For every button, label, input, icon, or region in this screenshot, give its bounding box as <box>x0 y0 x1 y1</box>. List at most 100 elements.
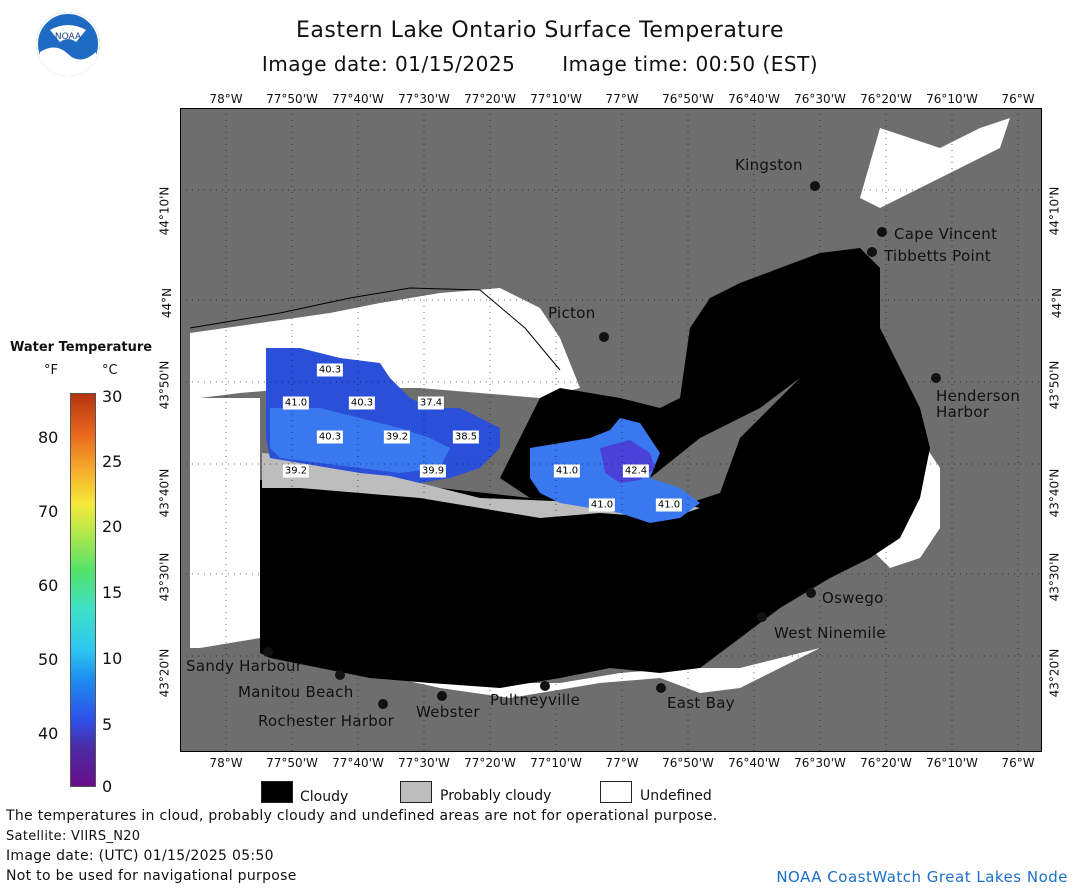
lon-tick-bottom: 77°W <box>605 756 639 770</box>
map-canvas <box>180 108 1042 752</box>
note-utc-date: Image date: (UTC) 01/15/2025 05:50 <box>6 848 274 864</box>
lon-tick-top: 77°30'W <box>398 92 450 106</box>
lat-tick-left: 44°N <box>160 287 175 319</box>
noaa-logo: NOAA <box>36 12 100 76</box>
lon-tick-top: 78°W <box>209 92 243 106</box>
place-rochester: Rochester Harbor <box>258 712 395 730</box>
undefined-area-ne <box>860 118 1010 208</box>
rochester-marker <box>378 699 388 709</box>
lon-tick-bottom: 76°40'W <box>728 756 780 770</box>
legend-title: Water Temperature <box>10 340 153 355</box>
temp-label: 39.2 <box>282 464 310 478</box>
lon-tick-bottom: 76°20'W <box>860 756 912 770</box>
lon-tick-top: 76°20'W <box>860 92 912 106</box>
henderson-marker <box>931 373 941 383</box>
undefined-area-west <box>190 398 260 648</box>
place-webster: Webster <box>416 703 480 721</box>
lon-tick-bottom: 76°30'W <box>794 756 846 770</box>
tibbetts-marker <box>867 247 877 257</box>
place-manitou: Manitou Beach <box>238 683 354 701</box>
legend-unit-c: °C <box>102 363 118 378</box>
lat-tick-right: 43°20'N <box>1047 648 1062 698</box>
lon-tick-top: 77°W <box>605 92 639 106</box>
c-tick: 10 <box>102 649 123 668</box>
place-henderson-harbor: Harbor <box>936 403 990 421</box>
temp-label: 41.0 <box>588 498 616 512</box>
place-picton: Picton <box>548 304 596 322</box>
lat-tick-right: 43°40'N <box>1047 468 1062 518</box>
place-tibbetts: Tibbetts Point <box>884 247 991 265</box>
lon-tick-bottom: 77°50'W <box>266 756 318 770</box>
lon-tick-top: 77°10'W <box>530 92 582 106</box>
lon-tick-bottom: 77°20'W <box>464 756 516 770</box>
lon-tick-bottom: 76°50'W <box>662 756 714 770</box>
undefined-label: Undefined <box>640 788 712 804</box>
legend-unit-f: °F <box>44 363 58 378</box>
lon-tick-top: 76°10'W <box>926 92 978 106</box>
probably-cloudy-label: Probably cloudy <box>440 788 552 804</box>
lon-tick-bottom: 77°40'W <box>332 756 384 770</box>
place-oswego: Oswego <box>822 589 884 607</box>
lon-tick-bottom: 76°10'W <box>926 756 978 770</box>
c-tick: 30 <box>102 387 123 406</box>
lon-tick-top: 76°40'W <box>728 92 780 106</box>
cloudy-label: Cloudy <box>300 789 349 805</box>
place-sandy-harbour: Sandy Harbour <box>186 657 303 675</box>
lat-tick-left: 43°20'N <box>157 648 172 698</box>
f-tick: 70 <box>38 502 59 521</box>
place-cape-vincent: Cape Vincent <box>894 225 998 243</box>
oswego-marker <box>806 588 816 598</box>
temperature-colorbar <box>70 393 96 787</box>
lon-tick-bottom: 76°W <box>1001 756 1035 770</box>
lat-tick-right: 43°30'N <box>1047 552 1062 602</box>
f-tick: 80 <box>38 428 59 447</box>
temp-label: 40.3 <box>348 396 376 410</box>
c-tick: 5 <box>102 715 113 734</box>
lon-tick-top: 77°50'W <box>266 92 318 106</box>
lat-tick-right: 44°10'N <box>1047 186 1062 236</box>
lon-tick-top: 76°30'W <box>794 92 846 106</box>
f-tick: 50 <box>38 650 59 669</box>
lon-tick-top: 76°50'W <box>662 92 714 106</box>
picton-marker <box>599 332 609 342</box>
manitou-marker <box>335 670 345 680</box>
lon-tick-top: 77°20'W <box>464 92 516 106</box>
svg-text:NOAA: NOAA <box>55 32 82 42</box>
image-time: Image time: 00:50 (EST) <box>562 52 819 76</box>
place-henderson: Henderson <box>936 387 1021 405</box>
lat-tick-left: 43°40'N <box>157 468 172 518</box>
temp-label: 38.5 <box>452 430 480 444</box>
temp-label: 42.4 <box>622 464 650 478</box>
note-operational: The temperatures in cloud, probably clou… <box>6 808 718 824</box>
f-tick: 60 <box>38 576 59 595</box>
credit-label: NOAA CoastWatch Great Lakes Node <box>776 868 1068 886</box>
temp-label: 41.0 <box>553 464 581 478</box>
temp-label: 41.0 <box>282 396 310 410</box>
image-date-time: Image date: 01/15/2025 Image time: 00:50… <box>0 52 1080 76</box>
probably-cloudy-swatch <box>400 781 432 803</box>
webster-marker <box>437 691 447 701</box>
pultneyville-marker <box>540 681 550 691</box>
cape-vincent-marker <box>877 227 887 237</box>
kingston-marker <box>810 181 820 191</box>
east-bay-marker <box>656 683 666 693</box>
temp-label: 39.9 <box>419 464 447 478</box>
place-west-ninemile: West Ninemile <box>774 624 886 642</box>
temp-label: 37.4 <box>417 396 445 410</box>
place-pultneyville: Pultneyville <box>490 691 581 709</box>
map-title: Eastern Lake Ontario Surface Temperature <box>296 18 784 43</box>
c-tick: 20 <box>102 517 123 536</box>
note-navigation: Not to be used for navigational purpose <box>6 868 297 884</box>
cloudy-swatch <box>261 781 293 803</box>
temp-label: 40.3 <box>316 430 344 444</box>
lat-tick-left: 43°30'N <box>157 552 172 602</box>
lon-tick-top: 76°W <box>1001 92 1035 106</box>
lat-tick-left: 43°50'N <box>157 360 172 410</box>
f-tick: 40 <box>38 724 59 743</box>
c-tick: 15 <box>102 583 123 602</box>
lon-tick-bottom: 77°10'W <box>530 756 582 770</box>
c-tick: 25 <box>102 452 123 471</box>
lon-tick-top: 77°40'W <box>332 92 384 106</box>
sandy-harbour-marker <box>263 647 273 657</box>
temp-label: 40.3 <box>316 363 344 377</box>
